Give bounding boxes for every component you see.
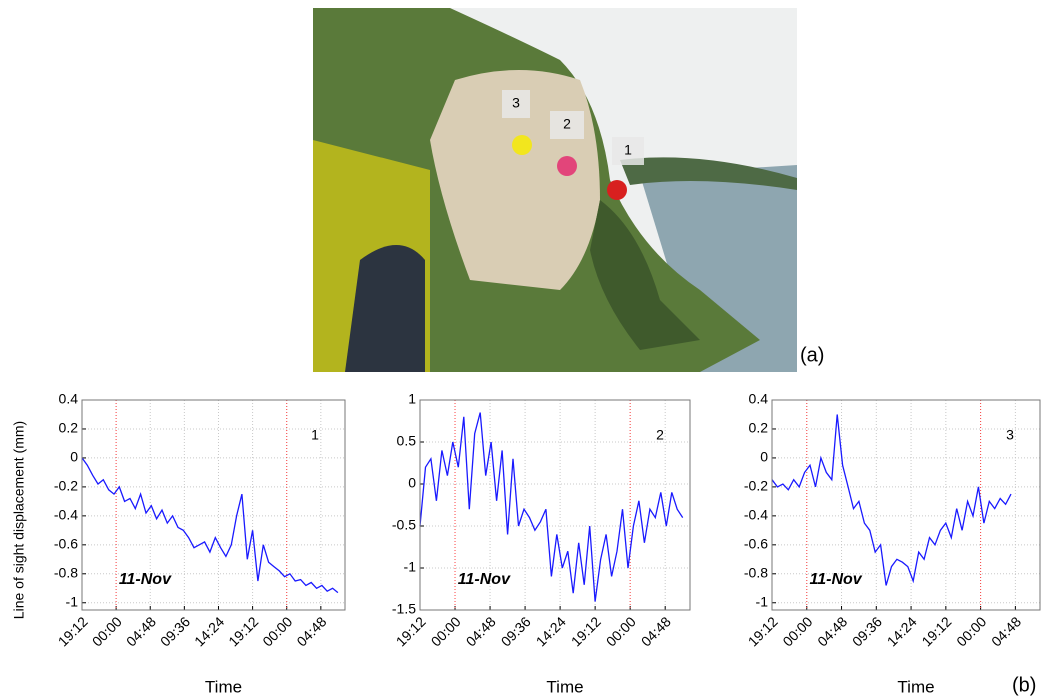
x-tick-label: 19:12 (55, 613, 91, 649)
y-tick-label: -1.5 (392, 601, 416, 617)
y-tick-label: -0.6 (744, 536, 768, 552)
trees (590, 200, 700, 350)
x-tick-label: 14:24 (884, 613, 920, 649)
annotation: 11-Nov (810, 571, 863, 588)
sea (640, 165, 797, 372)
y-tick-label: 0 (760, 449, 768, 465)
chart-label: 3 (1006, 427, 1014, 443)
y-tick-label: 0.4 (749, 391, 769, 407)
y-tick-label: 0.2 (59, 420, 79, 436)
y-tick-label: -0.8 (54, 564, 78, 580)
y-tick-label: -0.2 (744, 478, 768, 494)
x-tick-label: 00:00 (89, 613, 125, 649)
x-tick-label: 00:00 (259, 613, 295, 649)
data-line (771, 414, 1012, 586)
y-tick-label: 0 (408, 475, 416, 491)
point-1 (607, 180, 627, 200)
x-tick-label: 19:12 (745, 613, 781, 649)
x-tick-label: 19:12 (568, 613, 604, 649)
x-tick-label: 14:24 (533, 613, 569, 649)
x-tick-label: 19:12 (393, 613, 429, 649)
data-line (419, 412, 684, 602)
x-axis-label: Time (205, 677, 242, 696)
y-tick-label: -1 (756, 593, 769, 609)
x-tick-label: 00:00 (779, 613, 815, 649)
y-tick-label: -0.4 (54, 507, 78, 523)
y-tick-label: -1 (404, 559, 417, 575)
y-tick-label: -0.6 (54, 536, 78, 552)
y-tick-label: -1 (66, 593, 79, 609)
point-2 (557, 156, 577, 176)
x-tick-label: 00:00 (953, 613, 989, 649)
y-tick-label: -0.5 (392, 517, 416, 533)
x-axis-label: Time (546, 677, 583, 696)
x-tick-label: 09:36 (849, 613, 885, 649)
radar-mount (345, 245, 425, 372)
y-tick-label: 0 (70, 449, 78, 465)
x-tick-label: 09:36 (157, 613, 193, 649)
plot-frame (81, 399, 346, 611)
y-tick-label: 1 (408, 391, 416, 407)
y-tick-label: -0.4 (744, 507, 768, 523)
point-label: 1 (624, 142, 632, 158)
x-tick-label: 14:24 (191, 613, 227, 649)
x-tick-label: 09:36 (498, 613, 534, 649)
chart: 0.40.20-0.2-0.4-0.6-0.8-119:1200:0004:48… (744, 391, 1041, 696)
label-box (502, 90, 530, 118)
plot-frame (771, 399, 1041, 611)
chart: 0.40.20-0.2-0.4-0.6-0.8-119:1200:0004:48… (11, 391, 346, 696)
label-box (612, 137, 644, 165)
photo: 3 2 1 (a) (313, 8, 824, 372)
x-tick-label: 00:00 (603, 613, 639, 649)
x-tick-label: 19:12 (918, 613, 954, 649)
data-line (81, 457, 339, 594)
chart-label: 1 (311, 427, 319, 443)
plot-area (772, 400, 1040, 610)
chart: 10.50-0.5-1-1.519:1200:0004:4809:3614:24… (392, 391, 691, 696)
x-tick-label: 19:12 (225, 613, 261, 649)
annotation: 11-Nov (458, 571, 511, 588)
x-tick-label: 04:48 (988, 613, 1024, 649)
point-label: 3 (512, 95, 520, 111)
point-3 (512, 135, 532, 155)
chart-label: 2 (656, 427, 664, 443)
x-axis-label: Time (897, 677, 934, 696)
x-tick-label: 04:48 (814, 613, 850, 649)
x-tick-label: 04:48 (293, 613, 329, 649)
y-tick-label: 0.4 (59, 391, 79, 407)
plot-area (82, 400, 345, 610)
caption: (b) (1012, 674, 1036, 696)
y-tick-label: 0.5 (397, 433, 417, 449)
caption: (a) (800, 344, 824, 366)
point-label: 2 (563, 116, 571, 132)
y-axis-label: Line of sight displacement (mm) (11, 421, 27, 619)
plot-frame (419, 399, 691, 611)
x-tick-label: 04:48 (638, 613, 674, 649)
label-box (550, 111, 584, 139)
far-hills (620, 157, 797, 190)
x-tick-label: 04:48 (463, 613, 499, 649)
y-tick-label: 0.2 (749, 420, 769, 436)
y-tick-label: -0.2 (54, 478, 78, 494)
x-tick-label: 04:48 (123, 613, 159, 649)
y-tick-label: -0.8 (744, 564, 768, 580)
annotation: 11-Nov (119, 571, 172, 588)
x-tick-label: 00:00 (428, 613, 464, 649)
